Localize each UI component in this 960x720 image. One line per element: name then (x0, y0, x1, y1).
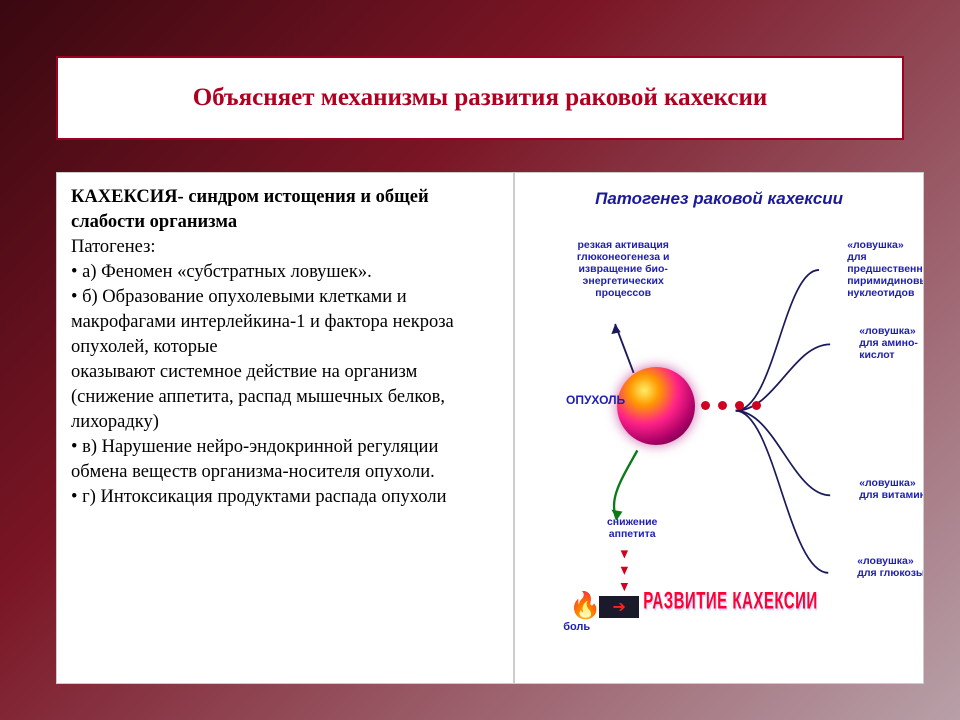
dot-icon (718, 401, 727, 410)
arrow-box-icon (599, 596, 639, 618)
item-b: • б) Образование опухолевыми клетками и … (71, 285, 499, 360)
dots-row (701, 401, 761, 410)
label-left-lower: снижение аппетита (597, 516, 667, 540)
diagram-title: Патогенез раковой кахексии (515, 189, 923, 209)
title-box: Объясняет механизмы развития раковой ках… (56, 56, 904, 140)
label-right-1: «ловушка» для предшественников пиримидин… (847, 239, 924, 299)
label-right-2: «ловушка» для амино- кислот (859, 325, 924, 361)
pathogenesis-label: Патогенез: (71, 235, 499, 260)
tumor-sphere-icon (617, 367, 695, 445)
pain-label: боль (563, 621, 590, 633)
item-b2: оказывают системное действие на организм… (71, 360, 499, 435)
tumor-label: ОПУХОЛЬ (561, 393, 625, 407)
label-right-3: «ловушка» для витаминов (859, 477, 924, 501)
label-left-upper: резкая активация глюконеогенеза и извращ… (563, 239, 683, 299)
page-title: Объясняет механизмы развития раковой ках… (193, 84, 768, 112)
definition-panel: КАХЕКСИЯ- синдром истощения и общей слаб… (56, 172, 514, 684)
label-right-4: «ловушка» для глюкозы (857, 555, 924, 579)
definition-strong: КАХЕКСИЯ- синдром истощения и общей слаб… (71, 185, 499, 235)
dot-icon (735, 401, 744, 410)
dot-icon (701, 401, 710, 410)
diagram-panel: Патогенез раковой кахексии ОПУХОЛЬ (514, 172, 924, 684)
item-c: • в) Нарушение нейро-эндокринной регуляц… (71, 435, 499, 485)
dot-icon (752, 401, 761, 410)
cachexia-development-text: РАЗВИТИЕ КАХЕКСИИ (643, 588, 818, 615)
content-row: КАХЕКСИЯ- синдром истощения и общей слаб… (56, 172, 924, 684)
item-d: • г) Интоксикация продуктами распада опу… (71, 485, 499, 510)
item-a: • а) Феномен «субстратных ловушек». (71, 260, 499, 285)
fire-icon: 🔥 (569, 591, 601, 621)
